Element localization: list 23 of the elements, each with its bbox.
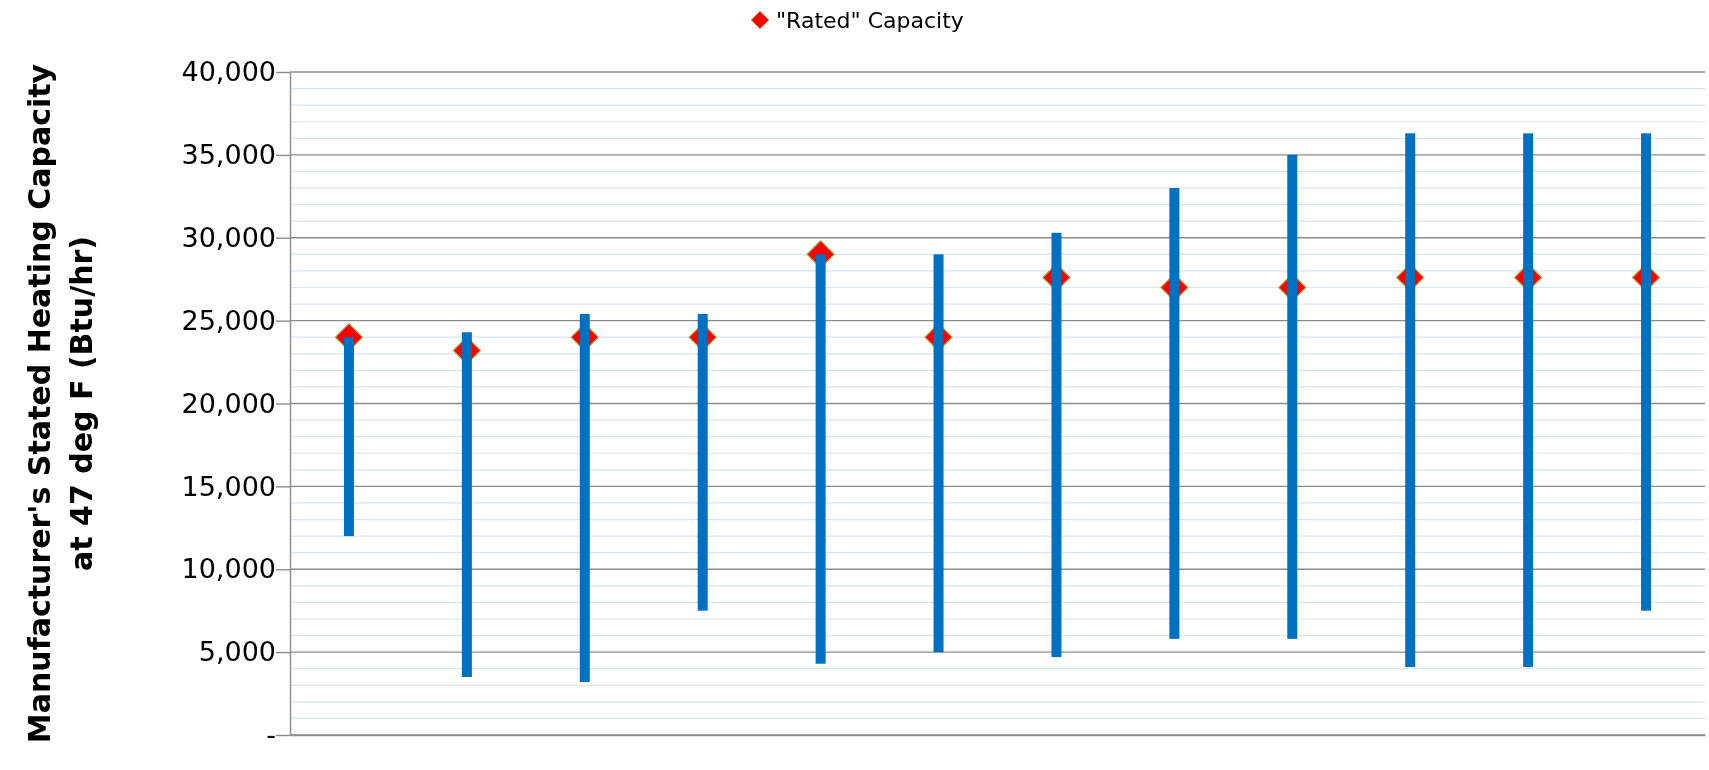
bar — [1641, 133, 1652, 611]
bar — [697, 314, 708, 611]
bar — [1051, 232, 1062, 658]
y-tick-label: 15,000 — [181, 470, 276, 502]
bar — [1405, 133, 1416, 668]
bar — [343, 337, 354, 537]
y-axis-title: Manufacturer's Stated Heating Capacity at 47 deg F (Btu/hr) — [22, 63, 99, 744]
y-tick-label: - — [266, 719, 276, 751]
y-tick-label: 30,000 — [181, 221, 276, 253]
y-tick-label: 20,000 — [181, 387, 276, 419]
y-tick-label: 25,000 — [181, 304, 276, 336]
y-tick-label: 10,000 — [181, 553, 276, 585]
bar — [579, 314, 590, 682]
bar — [461, 332, 472, 677]
y-tick-label: 40,000 — [181, 56, 276, 88]
bar — [933, 254, 944, 653]
bar — [815, 254, 826, 664]
legend-label: "Rated" Capacity — [776, 8, 964, 33]
y-tick-label: 35,000 — [181, 139, 276, 171]
bar — [1523, 133, 1534, 668]
text: 5,000 — [198, 636, 276, 668]
bar — [1287, 154, 1298, 639]
bar — [1169, 188, 1180, 639]
